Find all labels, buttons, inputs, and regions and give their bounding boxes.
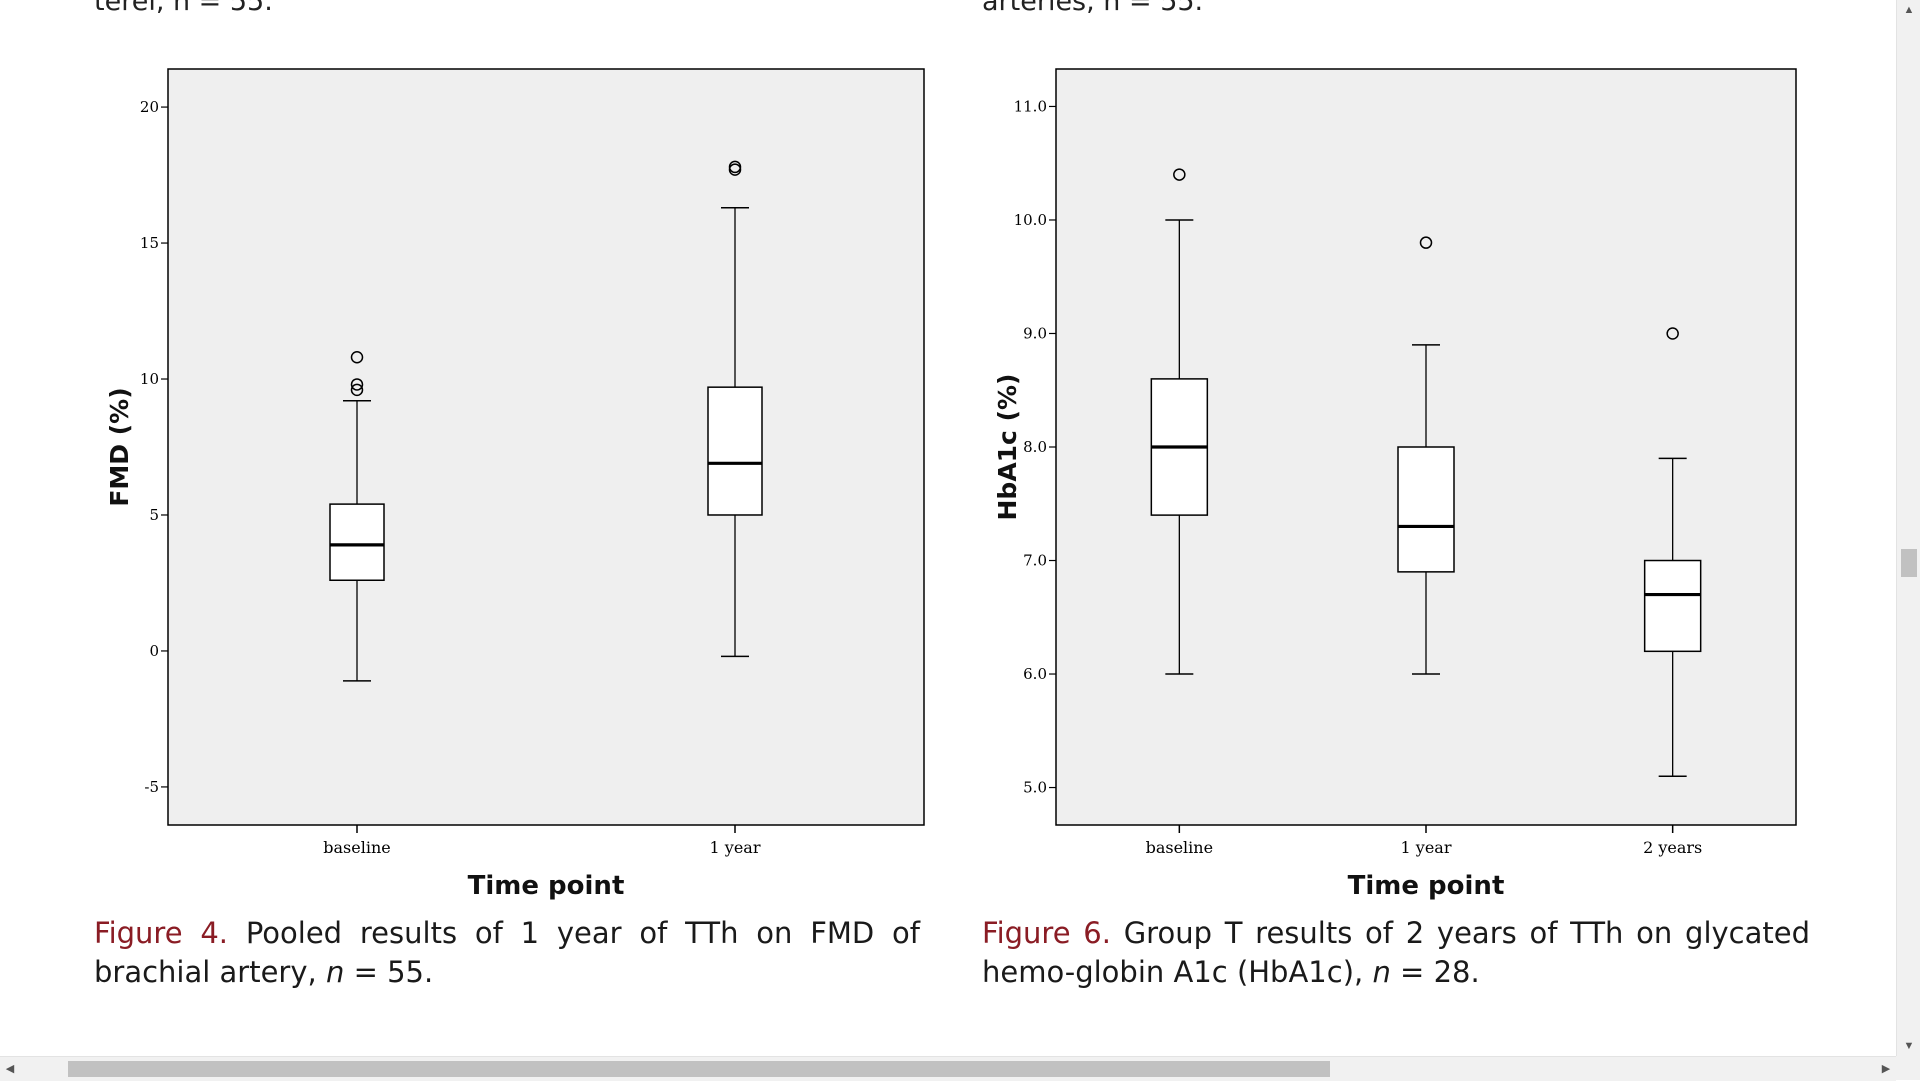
outlier-point [350, 383, 364, 397]
y-tick-label: 0 [149, 642, 159, 660]
y-tick-label: 15 [140, 234, 159, 252]
figure-4-caption-end: = 55. [344, 955, 434, 989]
vertical-scrollbar[interactable]: ▲ ▼ [1896, 0, 1920, 1056]
plot-area [167, 68, 925, 826]
scroll-right-arrow-icon[interactable]: ▶ [1881, 1063, 1891, 1075]
figure-6-caption: Figure 6. Group T results of 2 years of T… [982, 914, 1810, 992]
y-tick-label: -5 [144, 778, 159, 796]
figure-6-caption-end: = 28. [1390, 955, 1480, 989]
y-tick-label: 11.0 [1014, 97, 1047, 115]
y-tick-label: 8.0 [1023, 438, 1047, 456]
figure-4-caption-text: Pooled results of 1 year of TTh on FMD o… [94, 916, 920, 989]
vertical-scroll-thumb[interactable] [1901, 548, 1917, 577]
horizontal-scroll-thumb[interactable] [67, 1061, 1330, 1077]
outlier-point [728, 160, 742, 174]
y-tick-label: 5.0 [1023, 779, 1047, 797]
x-tick-label: 2 years [1643, 838, 1702, 857]
y-axis-label: HbA1c (%) [993, 374, 1022, 521]
outlier-point [1173, 168, 1186, 181]
figure-4-boxplot: 20 15 10 5 0 -5 FMD (%) baseline 1 year Time poin… [105, 68, 925, 901]
y-tick-label: 5 [149, 506, 159, 524]
scrollbar-corner [1896, 1056, 1920, 1080]
outlier-point [350, 351, 364, 364]
x-tick-label: 1 year [710, 838, 761, 857]
iqr-box [329, 503, 385, 582]
figure-6-boxplot: 11.0 10.0 9.0 8.0 7.0 6.0 5.0 HbA1c (%) baseline… [993, 68, 1797, 901]
y-tick-label: 20 [140, 98, 159, 116]
cut-off-text-left: terel, n = 55. [94, 0, 273, 17]
iqr-box [1397, 446, 1455, 573]
x-tick-label: baseline [1146, 838, 1213, 857]
y-tick-label: 7.0 [1023, 552, 1047, 570]
y-tick-label: 10.0 [1014, 211, 1047, 229]
outlier-point [1666, 327, 1679, 340]
x-axis-label: Time point [468, 871, 625, 901]
y-axis-label: FMD (%) [105, 387, 134, 506]
iqr-box [707, 386, 763, 516]
iqr-box [1643, 559, 1702, 653]
figure-6-label: Figure 6. [982, 916, 1111, 950]
scroll-left-arrow-icon[interactable]: ◀ [5, 1063, 15, 1075]
box-baseline [1150, 168, 1209, 675]
outlier-point [1419, 236, 1433, 249]
horizontal-scrollbar[interactable]: ◀ ▶ [0, 1056, 1896, 1081]
figure-6-caption-n: n [1372, 955, 1391, 989]
outlier-point [350, 378, 364, 391]
y-tick-label: 6.0 [1023, 665, 1047, 683]
x-tick-label: baseline [323, 838, 390, 857]
x-axis-label: Time point [1348, 871, 1505, 901]
scroll-up-arrow-icon[interactable]: ▲ [1903, 4, 1915, 16]
figure-6-caption-text: Group T results of 2 years of TTh on gly… [982, 916, 1810, 989]
figure-4-label: Figure 4. [94, 916, 229, 950]
box-baseline [329, 351, 385, 682]
box-1-year [707, 160, 763, 658]
x-tick-label: 1 year [1401, 838, 1452, 857]
cut-off-text-right: arteries, n = 55. [982, 0, 1204, 17]
y-tick-label: 10 [140, 370, 159, 388]
document-viewport[interactable]: terel, n = 55. arteries, n = 55. 20 15 10 5… [0, 0, 1896, 1056]
y-tick-label: 9.0 [1023, 324, 1047, 342]
box-1-year [1397, 236, 1455, 675]
figure-4-caption-n: n [325, 955, 345, 989]
box-2-years [1643, 327, 1702, 777]
figure-4-caption: Figure 4. Pooled results of 1 year of TTh… [94, 914, 920, 992]
scroll-down-arrow-icon[interactable]: ▼ [1903, 1040, 1915, 1052]
